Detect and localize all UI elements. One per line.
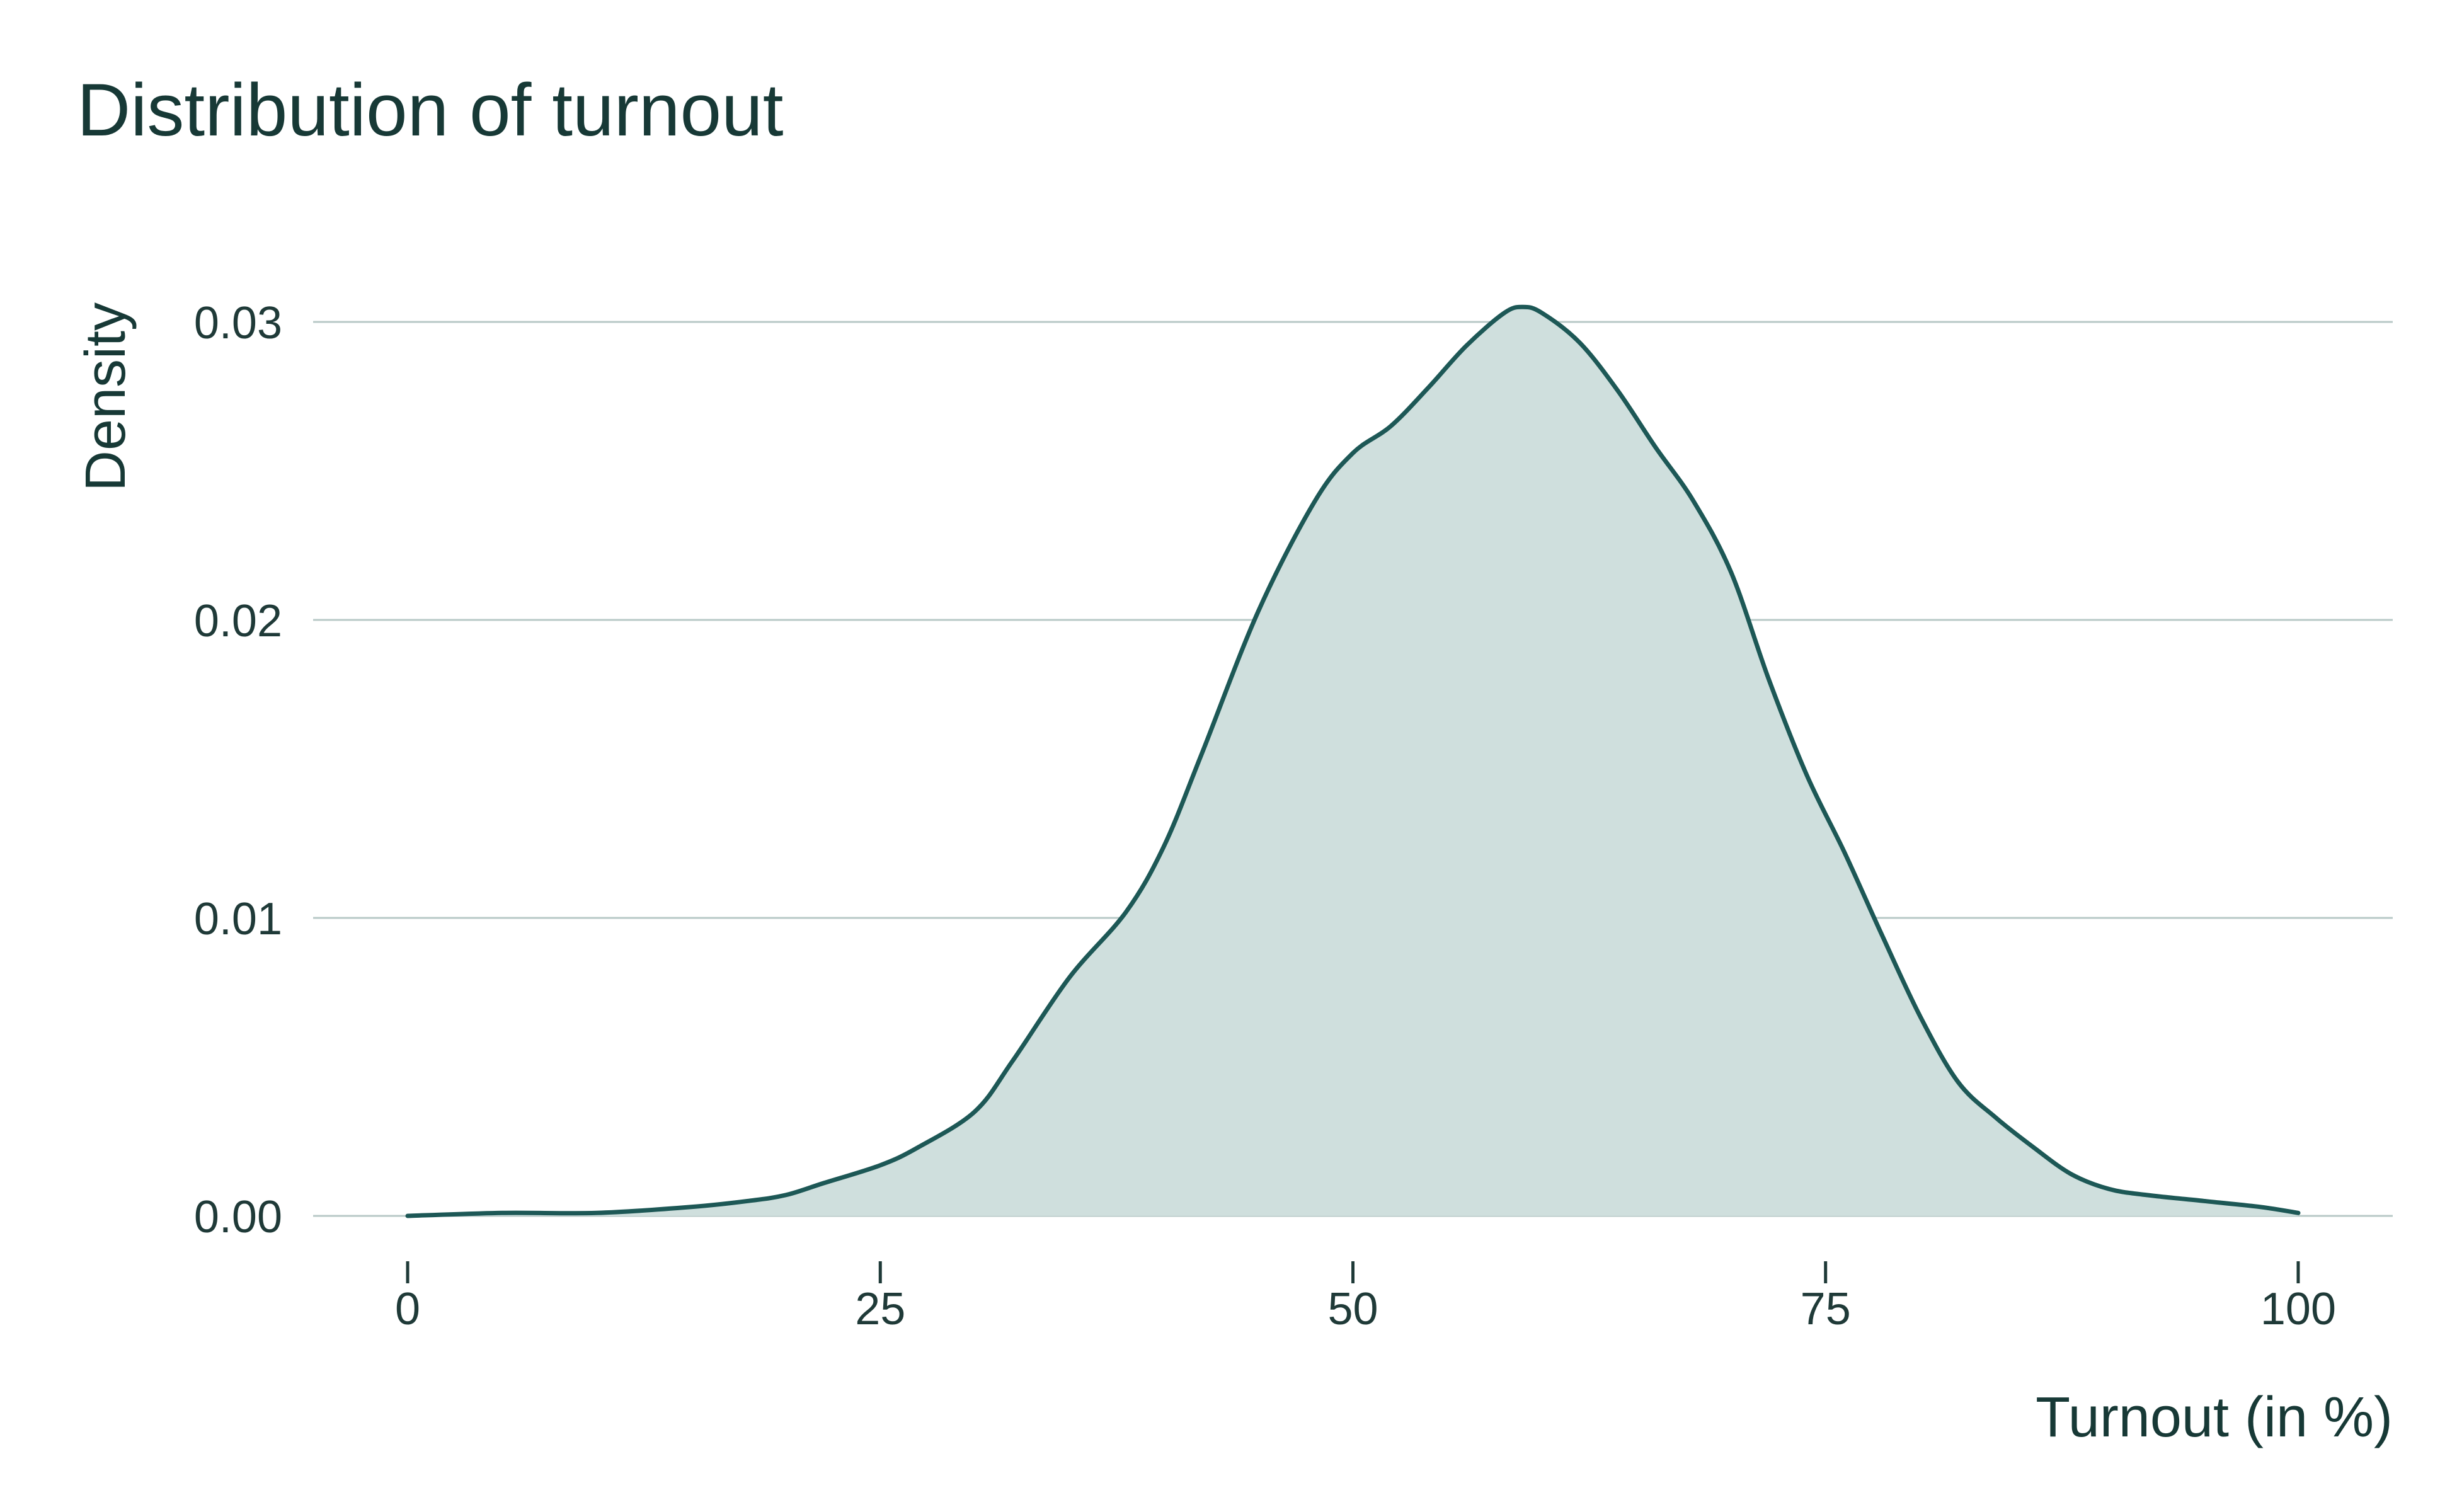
y-tick-label: 0.02	[194, 596, 282, 646]
density-curve	[405, 304, 2301, 1218]
x-tick-label: 50	[1327, 1284, 1378, 1334]
x-tick-label: 100	[2260, 1284, 2336, 1334]
y-axis-ticks: 0.00 0.01 0.02 0.03	[194, 298, 282, 1242]
y-axis-title: Density	[74, 302, 137, 491]
density-area-group	[408, 307, 2298, 1216]
y-tick-label: 0.01	[194, 894, 282, 944]
y-tick-label: 0.00	[194, 1192, 282, 1242]
x-tick-label: 75	[1801, 1284, 1851, 1334]
density-area-fill	[408, 307, 2298, 1216]
x-axis-title: Turnout (in %)	[2036, 1386, 2393, 1449]
y-tick-label: 0.03	[194, 298, 282, 348]
x-tick-label: 25	[855, 1284, 905, 1334]
density-line-group	[405, 304, 2301, 1218]
x-tick-label: 0	[395, 1284, 420, 1334]
x-axis-ticks: 0 25 50 75 100	[395, 1261, 2336, 1334]
chart-title: Distribution of turnout	[77, 69, 784, 152]
